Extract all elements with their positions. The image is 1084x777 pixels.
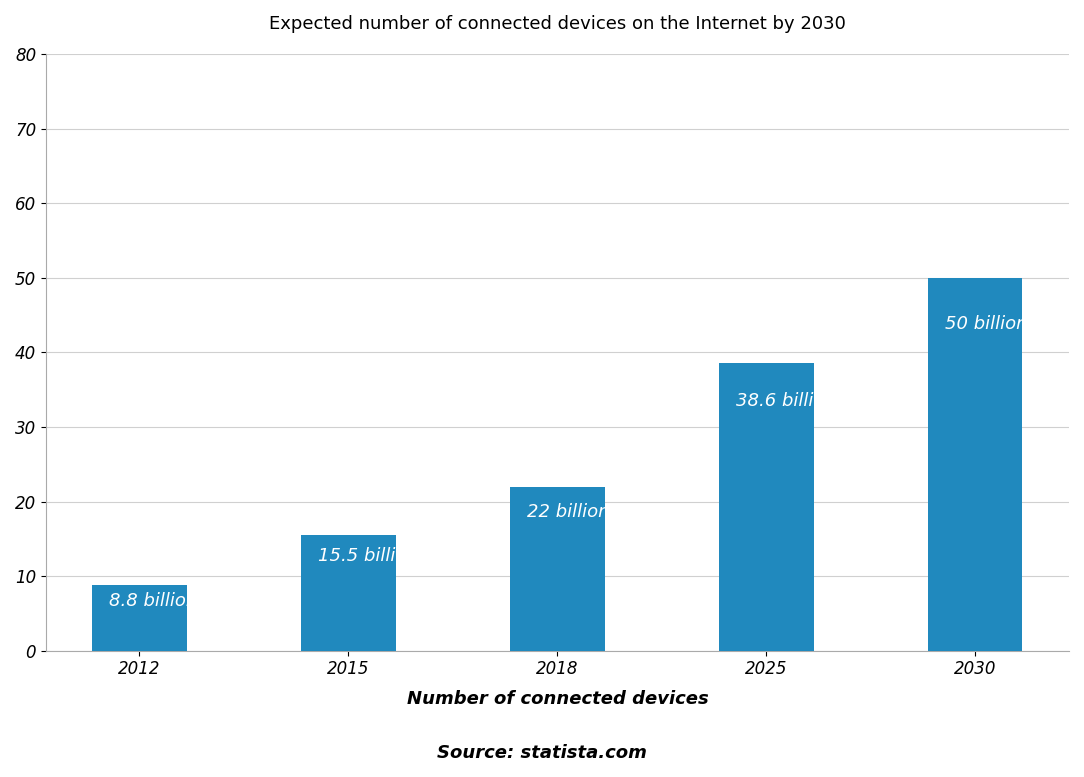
Text: 8.8 billion: 8.8 billion (109, 592, 197, 610)
X-axis label: Number of connected devices: Number of connected devices (406, 690, 708, 708)
Title: Expected number of connected devices on the Internet by 2030: Expected number of connected devices on … (269, 15, 846, 33)
Text: 22 billion: 22 billion (527, 503, 609, 521)
Bar (929, 278, 1022, 651)
Text: 38.6 billion: 38.6 billion (736, 392, 836, 409)
Bar (92, 585, 186, 651)
Text: 15.5 billion: 15.5 billion (319, 547, 418, 565)
Bar (511, 486, 605, 651)
Bar (301, 535, 396, 651)
Text: 50 billion: 50 billion (945, 315, 1028, 333)
Text: Source: statista.com: Source: statista.com (437, 744, 647, 761)
Bar (720, 363, 813, 651)
